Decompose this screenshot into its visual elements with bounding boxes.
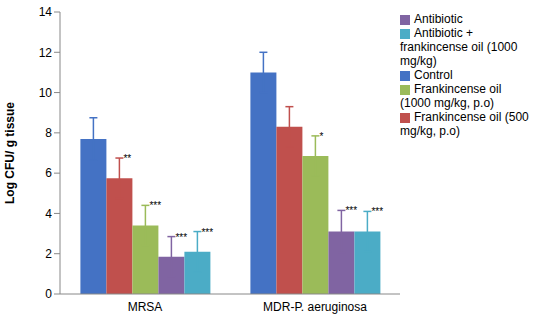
html-text:Frankincense oil (500 mg/kg, p: Frankincense oil (500 mg/kg, p.o) [400, 110, 529, 138]
html-text:Control: Control [414, 68, 453, 82]
svg-text:10: 10 [39, 86, 53, 100]
svg-text:8: 8 [45, 126, 52, 140]
svg-text:MRSA: MRSA [128, 300, 163, 314]
html-text:Antibiotic: Antibiotic [414, 12, 463, 26]
html-text:Frankincense oil (1000 mg/kg,: Frankincense oil (1000 mg/kg, p.o) [400, 82, 502, 110]
svg-text:Log CFU/ g tissue: Log CFU/ g tissue [8, 102, 17, 204]
svg-text:***: *** [371, 206, 383, 217]
svg-text:***: *** [345, 205, 357, 216]
svg-text:*: * [319, 131, 323, 142]
svg-text:4: 4 [45, 207, 52, 221]
svg-text:2: 2 [45, 247, 52, 261]
svg-text:***: *** [201, 227, 213, 238]
svg-text:MDR-P. aeruginosa: MDR-P. aeruginosa [263, 300, 367, 314]
svg-text:14: 14 [39, 5, 53, 19]
svg-text:12: 12 [39, 46, 53, 60]
svg-text:**: ** [123, 153, 131, 164]
svg-text:***: *** [149, 200, 161, 211]
svg-text:6: 6 [45, 166, 52, 180]
svg-text:***: *** [175, 232, 187, 243]
html-text:Antibiotic + frankincense oil: Antibiotic + frankincense oil (1000 mg/k… [400, 26, 518, 68]
svg-text:0: 0 [45, 287, 52, 301]
